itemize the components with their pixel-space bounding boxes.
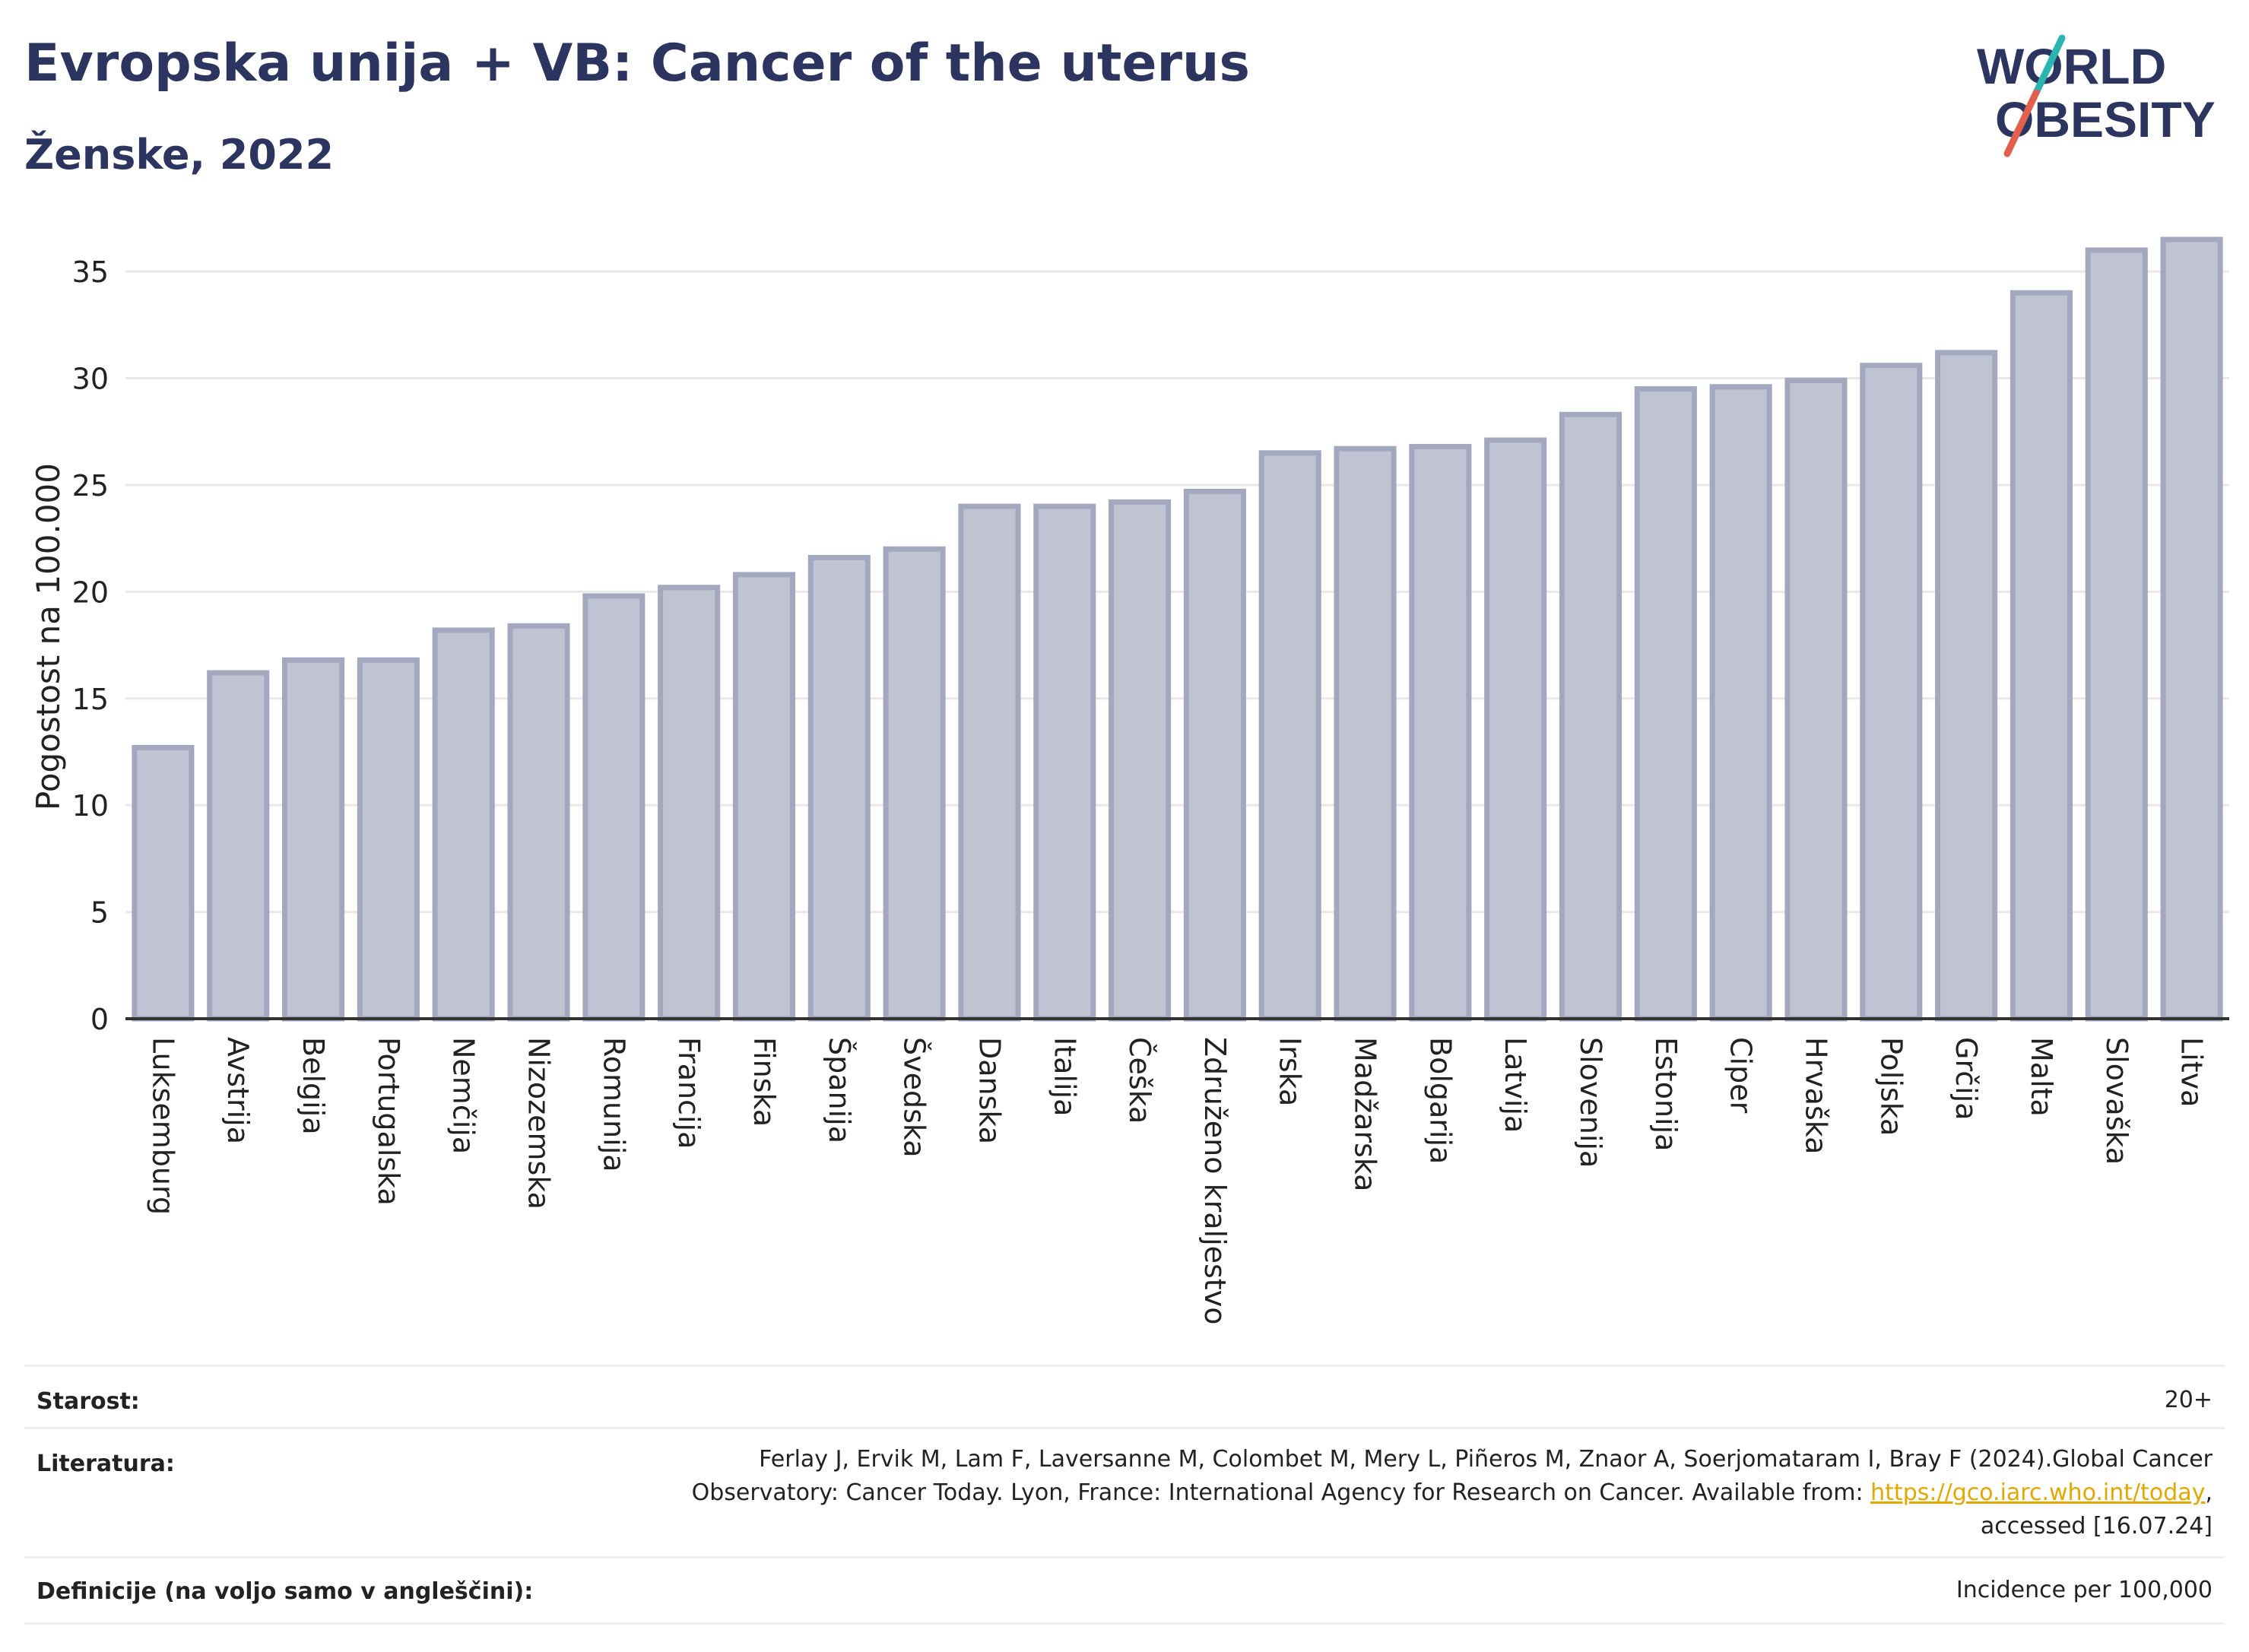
y-tick-label-5: 5 <box>90 896 109 930</box>
x-tick-label-12: Italija <box>1048 1037 1081 1116</box>
bar-16 <box>1334 446 1397 1022</box>
bar-21 <box>1709 384 1772 1022</box>
x-tick-label-0: Luksemburg <box>146 1037 179 1215</box>
y-tick-label-20: 20 <box>72 576 109 609</box>
y-tick-label-10: 10 <box>72 789 109 823</box>
bar-26 <box>2085 247 2148 1022</box>
info-row-definitions: Definicije (na voljo samo v angleščini):… <box>24 1556 2225 1625</box>
chart-subtitle: Ženske, 2022 <box>24 131 335 179</box>
bar-9 <box>807 554 871 1022</box>
x-tick-label-22: Hrvaška <box>1799 1037 1832 1154</box>
references-link[interactable]: https://gco.iarc.who.int/today <box>1870 1479 2206 1506</box>
x-tick-label-19: Slovenija <box>1574 1037 1607 1168</box>
x-tick-label-9: Španija <box>823 1037 856 1143</box>
bar-chart: 0 5 10 15 20 25 30 35 Pogostost na 100.000 Luksem… <box>30 236 2229 1324</box>
definitions-value: Incidence per 100,000 <box>1956 1577 2213 1603</box>
logo-accent-teal <box>2032 34 2066 97</box>
x-tick-label-27: Litva <box>2175 1037 2209 1107</box>
bar-5 <box>507 623 570 1022</box>
x-tick-label-21: Ciper <box>1724 1037 1758 1114</box>
x-tick-label-7: Francija <box>672 1037 706 1149</box>
y-axis-label: Pogostost na 100.000 <box>30 463 67 810</box>
x-tick-label-26: Slovaška <box>2100 1037 2133 1165</box>
bar-0 <box>132 744 195 1022</box>
x-tick-label-5: Nizozemska <box>522 1037 556 1210</box>
y-tick-label-15: 15 <box>72 683 109 716</box>
logo-line1: WORLD <box>1977 38 2166 94</box>
x-tick-label-24: Grčija <box>1949 1037 1983 1121</box>
y-tick-label-25: 25 <box>72 469 109 503</box>
age-value: 20+ <box>2164 1387 2213 1413</box>
bar-22 <box>1784 377 1848 1022</box>
bar-17 <box>1409 443 1472 1022</box>
x-tick-label-15: Irska <box>1274 1037 1307 1106</box>
bar-24 <box>1935 350 1998 1022</box>
references-text-2: Observatory: Cancer Today. Lyon, France:… <box>691 1479 1871 1506</box>
bar-4 <box>432 627 495 1022</box>
x-tick-label-3: Portugalska <box>372 1037 405 1206</box>
y-tick-label-35: 35 <box>72 255 109 289</box>
bar-25 <box>2010 290 2073 1022</box>
chart-title: Evropska unija + VB: Cancer of the uteru… <box>24 33 1250 94</box>
x-tick-label-6: Romunija <box>597 1037 630 1172</box>
y-tick-label-30: 30 <box>72 363 109 396</box>
bar-19 <box>1559 411 1623 1022</box>
logo-accent-coral <box>2003 89 2040 157</box>
bar-27 <box>2160 236 2223 1022</box>
references-value: Ferlay J, Ervik M, Lam F, Laversanne M, … <box>540 1443 2213 1543</box>
bar-18 <box>1484 437 1547 1022</box>
bar-11 <box>958 503 1021 1022</box>
bar-10 <box>883 546 946 1022</box>
x-tick-label-23: Poljska <box>1874 1037 1908 1136</box>
bar-23 <box>1860 363 1923 1022</box>
bar-2 <box>282 657 345 1022</box>
x-tick-label-1: Avstrija <box>221 1037 255 1144</box>
definitions-label: Definicije (na voljo samo v angleščini): <box>36 1578 534 1605</box>
x-tick-label-10: Švedska <box>898 1037 931 1158</box>
x-tick-label-11: Danska <box>972 1037 1006 1144</box>
bar-1 <box>207 670 270 1022</box>
info-row-references: Literatura: Ferlay J, Ervik M, Lam F, La… <box>24 1427 2225 1558</box>
bar-8 <box>732 572 796 1022</box>
bar-20 <box>1634 386 1697 1022</box>
x-tick-label-8: Finska <box>747 1037 781 1127</box>
x-tick-label-16: Madžarska <box>1349 1037 1382 1191</box>
bar-7 <box>658 585 721 1022</box>
x-tick-label-17: Bolgarija <box>1423 1037 1457 1164</box>
bar-13 <box>1109 499 1172 1022</box>
x-tick-label-25: Malta <box>2025 1037 2058 1117</box>
x-tick-label-2: Belgija <box>297 1037 330 1135</box>
world-obesity-logo: WORLD OBESITY <box>1977 34 2216 157</box>
x-tick-label-18: Latvija <box>1499 1037 1532 1133</box>
bar-14 <box>1183 488 1246 1022</box>
x-tick-label-4: Nemčija <box>447 1037 481 1154</box>
bar-6 <box>582 593 646 1022</box>
info-row-age: Starost: 20+ <box>24 1365 2225 1429</box>
references-text-3: , <box>2205 1479 2213 1506</box>
references-line-3: accessed [16.07.24] <box>1980 1513 2213 1539</box>
references-label: Literatura: <box>36 1451 175 1477</box>
x-tick-label-14: Združeno kraljestvo <box>1198 1037 1232 1324</box>
y-tick-label-0: 0 <box>90 1003 109 1036</box>
bar-3 <box>357 657 420 1022</box>
x-tick-label-13: Češka <box>1123 1037 1156 1124</box>
bar-12 <box>1033 503 1096 1022</box>
x-tick-label-20: Estonija <box>1649 1037 1683 1151</box>
references-line-1: Ferlay J, Ervik M, Lam F, Laversanne M, … <box>759 1446 2213 1473</box>
age-label: Starost: <box>36 1388 140 1415</box>
references-line-2: Observatory: Cancer Today. Lyon, France:… <box>540 1476 2213 1510</box>
bar-15 <box>1258 450 1321 1022</box>
